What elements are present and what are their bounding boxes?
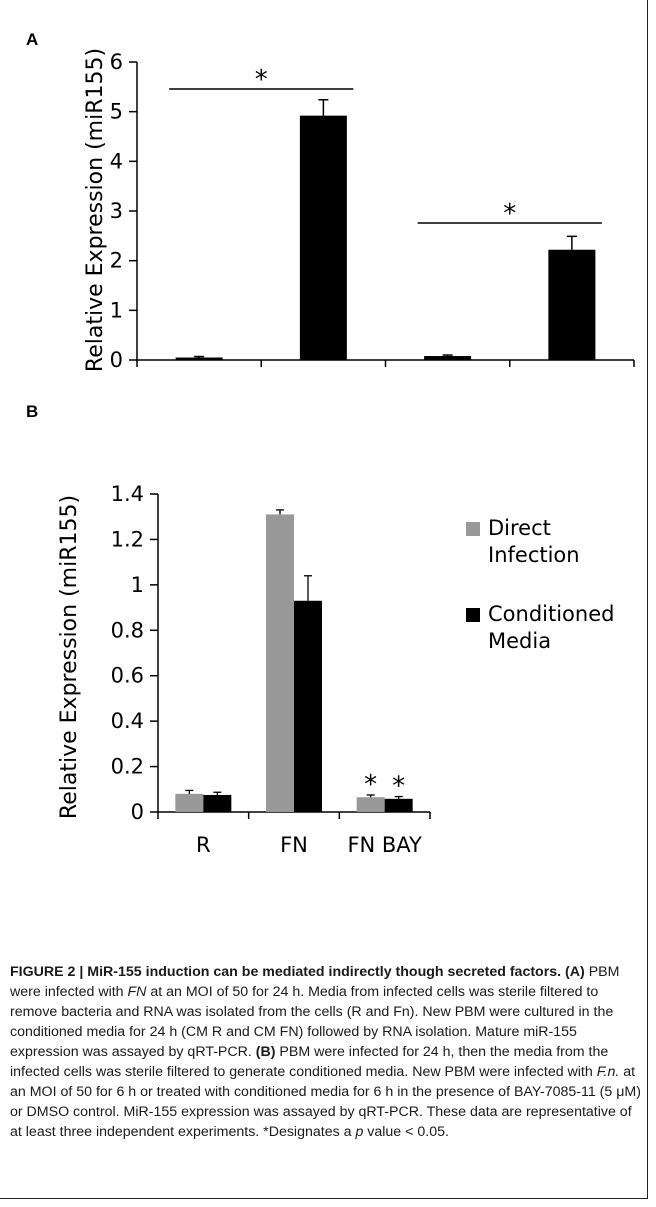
chart-b-y-tick-label: 0.8 bbox=[111, 618, 144, 642]
chart-a-significance-star: * bbox=[255, 65, 268, 95]
chart-a-bar bbox=[299, 115, 347, 360]
chart-b-bar bbox=[175, 793, 204, 812]
chart-b-legend-label: Conditioned bbox=[488, 602, 614, 626]
caption-title: FIGURE 2 | MiR-155 induction can be medi… bbox=[10, 964, 562, 980]
caption-text-a1: PBM were infected with bbox=[10, 964, 620, 1000]
caption-text-a2: at an MOI of 50 for 24 h. Media from inf… bbox=[10, 984, 614, 1060]
caption-label-b: (B) bbox=[255, 1044, 276, 1060]
panel-label-a: A bbox=[26, 30, 38, 49]
chart-b-legend-swatch bbox=[466, 522, 480, 536]
chart-b-x-tick-label: R bbox=[196, 833, 211, 852]
chart-a-y-tick-label: 2 bbox=[110, 249, 123, 273]
chart-a-y-axis-label: Relative Expression (miR155) bbox=[83, 48, 108, 372]
chart-b-y-tick-label: 0 bbox=[131, 800, 144, 824]
chart-b-x-tick-label: FN BAY bbox=[347, 833, 422, 852]
chart-a-y-tick-label: 4 bbox=[110, 149, 123, 173]
caption-text-end: value < 0.05. bbox=[363, 1124, 449, 1140]
caption-text-b2: at an MOI of 50 for 6 h or treated with … bbox=[10, 1064, 641, 1140]
chart-b-y-tick-label: 1.2 bbox=[111, 527, 144, 551]
caption-italic-fn: FN bbox=[127, 984, 147, 1000]
chart-a-y-tick-label: 1 bbox=[110, 298, 123, 322]
chart-b-y-tick-label: 1.4 bbox=[111, 482, 144, 506]
figure-caption: FIGURE 2 | MiR-155 induction can be medi… bbox=[10, 962, 642, 1142]
chart-b-bar bbox=[203, 794, 232, 812]
chart-b-bar bbox=[384, 798, 413, 812]
chart-b-legend-label: Infection bbox=[488, 543, 580, 567]
chart-a-significance-star: * bbox=[503, 199, 516, 229]
chart-a-y-tick-label: 0 bbox=[110, 348, 123, 372]
chart-b-y-tick-label: 1 bbox=[131, 573, 144, 597]
chart-b-y-tick-label: 0.6 bbox=[111, 664, 144, 688]
chart-b-significance-star: * bbox=[364, 770, 377, 800]
chart-b-bar bbox=[356, 797, 385, 812]
chart-b-bar bbox=[266, 514, 294, 812]
chart-b-y-axis-label: Relative Expression (miR155) bbox=[57, 495, 82, 819]
chart-a-bar bbox=[548, 249, 596, 360]
chart-b-bar bbox=[294, 600, 322, 812]
caption-text-b1: PBM were infected for 24 h, then the med… bbox=[10, 1044, 609, 1080]
chart-a-y-tick-label: 6 bbox=[110, 50, 123, 74]
caption-italic-p: p bbox=[355, 1124, 364, 1140]
chart-b-legend-swatch bbox=[466, 608, 480, 622]
chart-b-significance-star: * bbox=[392, 772, 405, 802]
chart-a-y-tick-label: 5 bbox=[110, 100, 123, 124]
chart-a-bar bbox=[175, 357, 223, 360]
panel-label-b: B bbox=[26, 402, 38, 421]
chart-a-y-tick-label: 3 bbox=[110, 199, 123, 223]
chart-a-bar bbox=[424, 356, 472, 360]
chart-b-legend-label: Direct bbox=[488, 516, 551, 540]
chart-b-legend-label: Media bbox=[488, 629, 551, 653]
caption-label-a: (A) bbox=[565, 964, 585, 980]
chart-a: A Relative Expression (miR155) 0123456RF… bbox=[26, 30, 635, 372]
chart-b-y-tick-label: 0.4 bbox=[111, 709, 144, 733]
chart-b-x-tick-label: FN bbox=[280, 833, 308, 852]
caption-italic-fn2: F.n. bbox=[596, 1064, 620, 1080]
chart-b-y-tick-label: 0.2 bbox=[111, 755, 144, 779]
chart-b: B Relative Expression (miR155) 0 0.2 0.4 0.… bbox=[26, 402, 614, 852]
